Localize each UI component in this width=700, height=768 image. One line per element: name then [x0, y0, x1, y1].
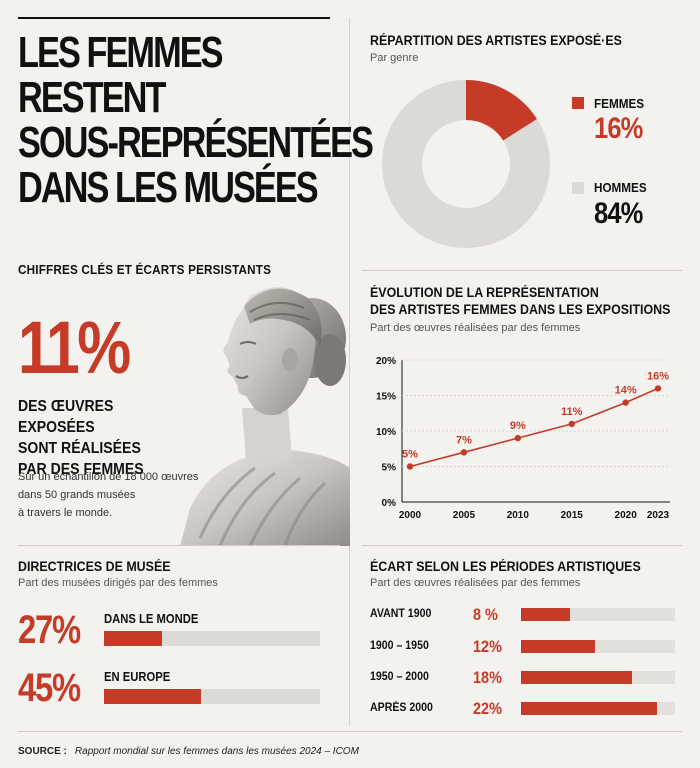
key-stat-note: Sur un échantillon de 18 000 œuvres dans…	[18, 468, 208, 522]
caption-line: PAR DES FEMMES	[18, 461, 144, 478]
period-bar-track	[521, 640, 675, 653]
x-tick-label: 2020	[615, 510, 638, 521]
section-divider	[362, 270, 682, 271]
line-chart: 0% 5% 10% 15% 20% 2000 2005 2010 2015 2020 2023 5% 7…	[376, 356, 670, 521]
statue-illustration	[180, 287, 350, 546]
data-point	[406, 463, 414, 470]
director-label: DANS LE MONDE	[104, 612, 199, 626]
period-value: 22%	[473, 699, 502, 718]
data-label: 14%	[615, 385, 637, 397]
top-rule	[18, 17, 330, 19]
series-line	[409, 387, 659, 468]
key-stat-value: 11%	[18, 306, 131, 389]
title-line: SOUS-REPRÉSENTÉES	[18, 118, 374, 167]
data-label: 9%	[510, 420, 526, 432]
directors-subtitle: Part des musées dirigés par des femmes	[18, 577, 218, 589]
source-text: Rapport mondial sur les femmes dans les …	[74, 746, 359, 757]
note-line: Sur un échantillon de 18 000 œuvres	[18, 471, 199, 483]
footer-divider	[18, 731, 682, 732]
section-divider	[362, 545, 682, 546]
periods-title: ÉCART SELON LES PÉRIODES ARTISTIQUES	[370, 559, 641, 574]
column-divider	[349, 18, 350, 726]
caption-line: SONT RÉALISÉES	[18, 440, 141, 457]
line-subtitle: Part des œuvres réalisées par des femmes	[370, 322, 581, 334]
data-label: 5%	[402, 449, 418, 461]
y-tick-label: 0%	[382, 498, 397, 509]
period-value: 12%	[473, 637, 502, 656]
line-title: ÉVOLUTION DE LA REPRÉSENTATION DES ARTIS…	[370, 284, 670, 318]
page-title: LES FEMMES RESTENT SOUS-REPRÉSENTÉES DAN…	[18, 28, 374, 212]
source-label: SOURCE :	[18, 746, 67, 757]
source-note: SOURCE : Rapport mondial sur les femmes d…	[18, 746, 359, 757]
director-bar-fill	[104, 689, 202, 704]
period-bar-fill	[521, 608, 571, 621]
period-bar-fill	[521, 671, 632, 684]
period-label: APRÈS 2000	[370, 702, 433, 714]
legend-label-women: FEMMES	[594, 96, 645, 111]
section-divider	[18, 545, 340, 546]
period-bar-fill	[521, 640, 595, 653]
donut-subtitle: Par genre	[370, 52, 419, 64]
legend-swatch-women	[572, 97, 584, 109]
data-label: 7%	[456, 434, 472, 446]
director-value: 27%	[18, 608, 81, 652]
donut-slice-women	[382, 80, 550, 248]
x-tick-label: 2005	[453, 510, 476, 521]
y-tick-label: 5%	[382, 463, 397, 474]
period-label: 1900 – 1950	[370, 640, 429, 652]
data-label: 16%	[647, 370, 669, 382]
line-title-line: DES ARTISTES FEMMES DANS LES EXPOSITIONS	[370, 302, 671, 317]
page-subtitle: CHIFFRES CLÉS ET ÉCARTS PERSISTANTS	[18, 262, 272, 277]
period-value: 8 %	[473, 605, 498, 624]
period-value: 18%	[473, 668, 502, 687]
donut-title: RÉPARTITION DES ARTISTES EXPOSÉ·ES	[370, 33, 622, 48]
director-bar-fill	[104, 631, 163, 646]
x-tick-label: 2000	[399, 510, 422, 521]
caption-line: DES ŒUVRES EXPOSÉES	[18, 398, 114, 436]
note-line: à travers le monde.	[18, 507, 113, 519]
legend-swatch-men	[572, 182, 584, 194]
period-bar-track	[521, 608, 675, 621]
donut-chart	[382, 80, 550, 248]
data-point	[514, 434, 522, 442]
period-label: AVANT 1900	[370, 608, 432, 620]
legend-label-men: HOMMES	[594, 180, 647, 195]
legend-value-men: 84%	[594, 197, 643, 230]
director-bar-track	[104, 631, 320, 646]
x-tick-label: 2023	[647, 510, 670, 521]
y-tick-label: 15%	[376, 392, 396, 403]
note-line: dans 50 grands musées	[18, 489, 136, 501]
directors-title: DIRECTRICES DE MUSÉE	[18, 559, 171, 574]
y-tick-label: 10%	[376, 427, 396, 438]
director-label: EN EUROPE	[104, 670, 171, 684]
period-bar-fill	[521, 702, 657, 715]
x-tick-label: 2010	[507, 510, 530, 521]
data-point	[622, 399, 629, 406]
x-tick-label: 2015	[561, 510, 584, 521]
periods-subtitle: Part des œuvres réalisées par des femmes	[370, 577, 581, 589]
line-title-line: ÉVOLUTION DE LA REPRÉSENTATION	[370, 285, 599, 300]
data-label: 11%	[561, 406, 583, 418]
title-line: DANS LES MUSÉES	[18, 163, 319, 212]
legend-value-women: 16%	[594, 112, 643, 145]
period-bar-track	[521, 671, 675, 684]
director-value: 45%	[18, 666, 81, 710]
period-bar-track	[521, 702, 675, 715]
data-point	[460, 449, 468, 456]
title-line: LES FEMMES	[18, 28, 224, 77]
data-point	[654, 385, 662, 392]
y-tick-label: 20%	[376, 356, 396, 367]
director-bar-track	[104, 689, 320, 704]
data-point	[568, 420, 575, 428]
period-label: 1950 – 2000	[370, 671, 429, 683]
key-stat-caption: DES ŒUVRES EXPOSÉES SONT RÉALISÉES PAR D…	[18, 396, 194, 480]
title-line: RESTENT	[18, 73, 166, 122]
